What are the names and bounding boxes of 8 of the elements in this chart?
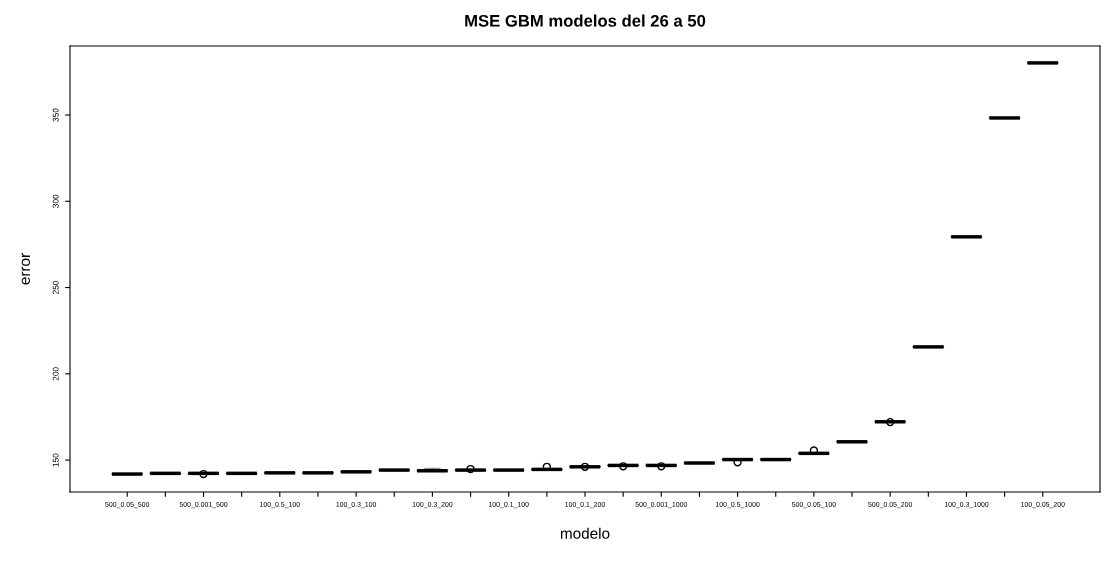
y-tick-label: 300 xyxy=(52,194,59,208)
x-axis-title: modelo xyxy=(560,527,610,539)
y-tick-label: 250 xyxy=(52,280,59,295)
y-axis-title: error xyxy=(21,253,31,285)
y-tick-label: 150 xyxy=(52,453,59,467)
chart-title: MSE GBM modelos del 26 a 50 xyxy=(465,14,706,27)
y-tick-label: 350 xyxy=(52,108,59,122)
y-tick-label: 200 xyxy=(52,367,59,381)
